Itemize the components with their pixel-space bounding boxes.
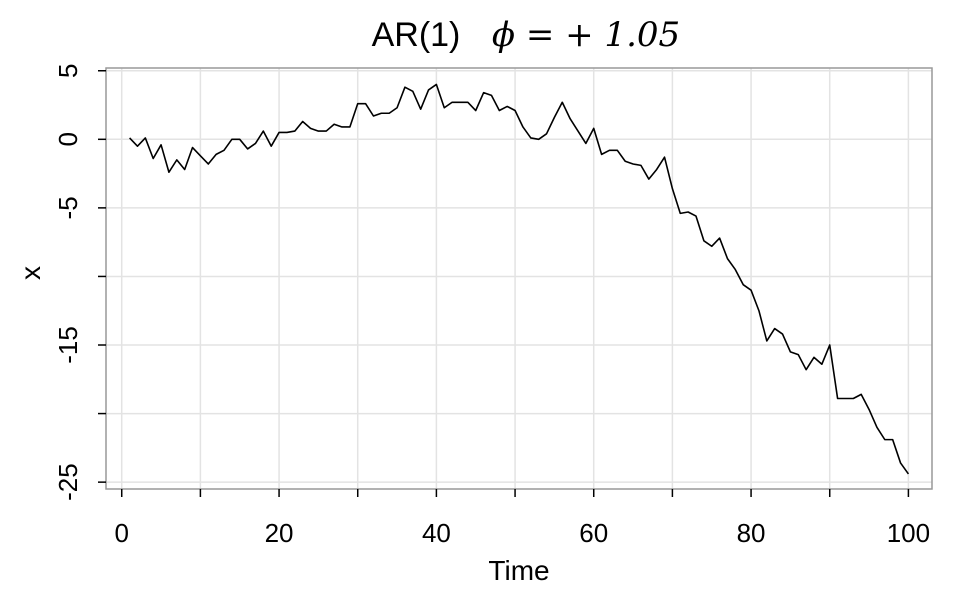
x-tick-label: 0 xyxy=(114,518,128,548)
x-tick-label: 80 xyxy=(737,518,766,548)
plot-frame xyxy=(105,67,933,490)
chart-title: AR(1) xyxy=(372,16,461,54)
y-tick-label: 5 xyxy=(53,64,83,78)
tick-labels: 0 20 40 60 80 100 5 0 -5 -15 -25 xyxy=(53,64,930,548)
chart-title-parameter: ϕ = + 1.05 xyxy=(492,15,680,55)
x-tick-label: 100 xyxy=(887,518,930,548)
y-tick-label: -25 xyxy=(53,463,83,501)
x-tick-label: 20 xyxy=(265,518,294,548)
x-tick-label: 60 xyxy=(579,518,608,548)
y-tick-label: -15 xyxy=(53,326,83,364)
axis-ticks xyxy=(98,69,910,497)
x-axis-label: Time xyxy=(488,555,549,586)
y-axis-label: x xyxy=(15,266,46,280)
y-tick-label: 0 xyxy=(53,132,83,146)
x-tick-label: 40 xyxy=(422,518,451,548)
y-tick-label: -5 xyxy=(53,196,83,219)
series-line xyxy=(129,83,910,475)
grid-lines xyxy=(106,68,932,489)
